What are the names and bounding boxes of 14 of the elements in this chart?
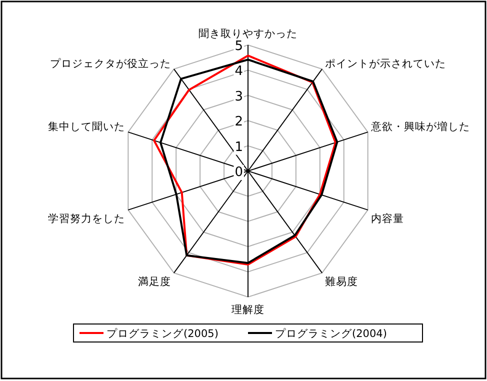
tick-label: 1 [234, 140, 244, 155]
legend-label: プログラミング(2005) [106, 327, 218, 340]
spoke-label: 内容量 [370, 212, 404, 225]
spoke-label: 聞き取りやすかった [198, 28, 298, 40]
spoke-label: 理解度 [232, 303, 264, 316]
spoke-label: 学習努力をした [48, 212, 126, 225]
tick-label: 0 [234, 165, 244, 180]
legend-label: プログラミング(2004) [275, 327, 387, 340]
spoke-label: 意欲・興味が増した [370, 120, 470, 134]
spoke-label: 難易度 [325, 274, 358, 288]
spoke-label: 満足度 [138, 274, 171, 288]
spoke-label: プロジェクタが役立った [50, 57, 171, 70]
spoke-label: ポイントが示されていた [325, 58, 446, 70]
spoke-label: 集中して聞いた [48, 120, 126, 134]
